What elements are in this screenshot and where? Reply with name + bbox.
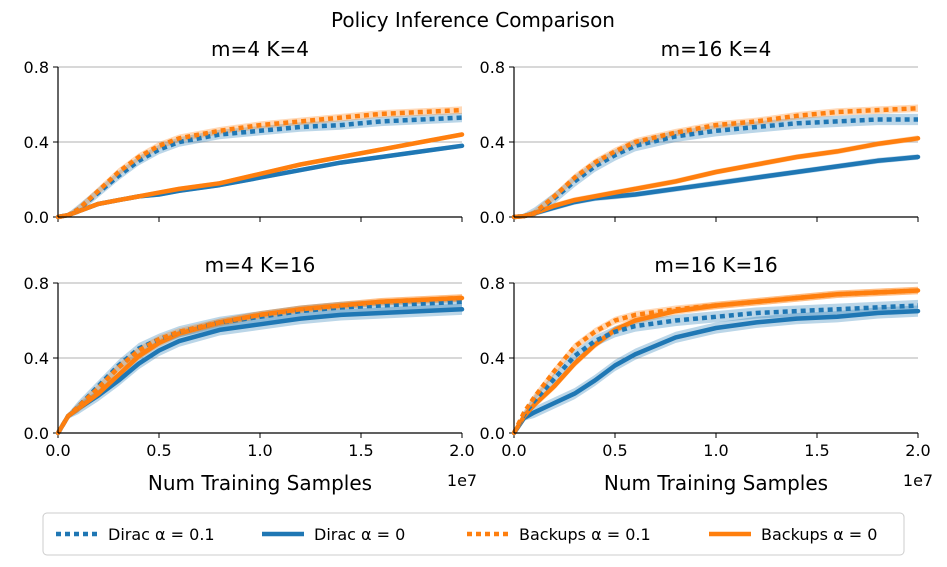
series-line — [56, 299, 463, 435]
confidence-band — [514, 286, 918, 433]
legend: Dirac α = 0.1 Dirac α = 0 Backups α = 0.1 B… — [42, 512, 905, 556]
series-line — [57, 107, 463, 220]
subplot-grid: m=4 K=40.00.40.8m=16 K=40.00.40.8m=4 K=1… — [24, 37, 934, 495]
legend-label: Backups α = 0.1 — [519, 525, 651, 544]
confidence-band — [514, 113, 918, 217]
y-tick-label: 0.8 — [24, 274, 49, 293]
legend-entry: Backups α = 0.1 — [467, 525, 651, 544]
subplot-2: m=16 K=4 0.0 0.4 0.8 — [480, 37, 921, 227]
y-tick-label: 0.8 — [480, 274, 505, 293]
series-line — [55, 143, 465, 220]
x-tick-label: 1.5 — [348, 441, 373, 460]
legend-label: Backups α = 0 — [761, 525, 877, 544]
series-line — [511, 308, 921, 436]
confidence-band — [58, 106, 462, 217]
y-tick-label: 0.0 — [24, 208, 49, 227]
x-tick-label: 2.0 — [449, 441, 474, 460]
x-tick-label: 1.5 — [804, 441, 829, 460]
confidence-band — [58, 112, 462, 217]
series-line — [512, 303, 919, 435]
y-tick-label: 0.8 — [24, 58, 49, 77]
subplot-title: m=4 K=16 — [205, 253, 316, 277]
y-tick-label: 0.0 — [480, 208, 505, 227]
x-tick-label: 0.0 — [501, 441, 526, 460]
x-axis-label: Num Training Samples — [148, 471, 372, 495]
series-line — [513, 106, 919, 220]
legend-label: Dirac α = 0 — [314, 525, 405, 544]
subplot-3: m=4 K=16 0.0 0.4 0.8 0.0 0.5 1.0 1.5 2.0 Num Trai… — [24, 253, 478, 495]
confidence-band — [514, 305, 918, 433]
y-tick-label: 0.4 — [24, 349, 49, 368]
subplot-title: m=16 K=16 — [654, 253, 777, 277]
x-tick-label: 1.0 — [247, 441, 272, 460]
x-tick-label: 0.0 — [45, 441, 70, 460]
y-tick-label: 0.4 — [24, 133, 49, 152]
legend-entry: Backups α = 0 — [709, 525, 877, 544]
series-line — [55, 132, 465, 220]
series-line — [511, 288, 919, 434]
x-tick-label: 0.5 — [146, 441, 171, 460]
y-tick-label: 0.4 — [480, 133, 505, 152]
y-tick-label: 0.0 — [480, 424, 505, 443]
subplot-1: m=4 K=4 0.0 0.4 0.8 — [24, 37, 465, 227]
subplot-title: m=4 K=4 — [211, 37, 309, 61]
x-exponent-label: 1e7 — [903, 471, 933, 490]
x-tick-label: 0.5 — [602, 441, 627, 460]
y-tick-label: 0.0 — [24, 424, 49, 443]
legend-frame — [42, 512, 905, 556]
legend-entry: Dirac α = 0.1 — [56, 525, 215, 544]
x-tick-label: 1.0 — [703, 441, 728, 460]
x-exponent-label: 1e7 — [447, 471, 477, 490]
confidence-band — [58, 303, 462, 433]
x-axis-label: Num Training Samples — [604, 471, 828, 495]
series-line — [56, 295, 463, 435]
legend-label: Dirac α = 0.1 — [108, 525, 215, 544]
x-tick-label: 2.0 — [905, 441, 930, 460]
subplot-4: m=16 K=16 0.0 0.4 0.8 0.0 0.5 1.0 1.5 2.0 Num Tra… — [480, 253, 934, 495]
figure-title: Policy Inference Comparison — [331, 8, 615, 32]
legend-entry: Dirac α = 0 — [262, 525, 405, 544]
subplot-title: m=16 K=4 — [661, 37, 772, 61]
y-tick-label: 0.8 — [480, 58, 505, 77]
y-tick-label: 0.4 — [480, 349, 505, 368]
